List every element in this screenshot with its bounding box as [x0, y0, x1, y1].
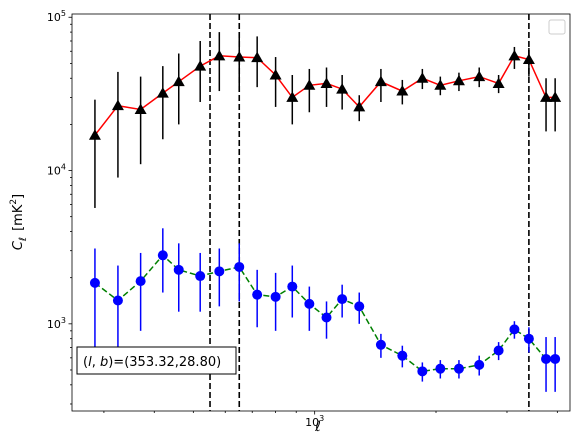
data-point	[303, 79, 316, 90]
data-point	[213, 49, 226, 61]
data-point	[156, 87, 169, 98]
data-point	[540, 91, 553, 102]
series-1	[88, 32, 562, 208]
data-point	[417, 366, 428, 377]
annotation-text: (l, b)=(353.32,28.80)	[83, 355, 221, 370]
x-axis-label: ℓ	[314, 419, 321, 435]
data-point	[337, 294, 348, 305]
plot-content	[88, 14, 562, 411]
data-point	[134, 103, 147, 115]
data-point	[509, 324, 520, 335]
annotation-box: (l, b)=(353.32,28.80)	[76, 346, 237, 375]
data-point	[474, 359, 485, 370]
data-point	[234, 261, 245, 272]
data-point	[523, 333, 534, 344]
data-point	[172, 75, 185, 87]
data-point	[396, 85, 409, 96]
data-point	[549, 91, 562, 102]
data-point	[112, 295, 123, 306]
data-point	[452, 74, 465, 86]
data-point	[89, 277, 100, 288]
data-point	[397, 350, 408, 361]
series-line	[94, 54, 556, 136]
data-point	[173, 264, 184, 275]
data-point	[493, 345, 504, 356]
data-point	[269, 69, 282, 80]
y-tick-label: 105	[47, 9, 66, 24]
data-point	[320, 77, 333, 88]
data-point	[157, 250, 168, 261]
data-point	[194, 60, 207, 71]
data-point	[270, 291, 281, 302]
data-point	[508, 49, 521, 61]
data-point	[195, 271, 206, 282]
data-point	[541, 353, 552, 364]
data-point	[453, 363, 464, 374]
data-point	[88, 129, 101, 140]
data-point	[522, 53, 535, 65]
data-point	[135, 276, 146, 287]
y-tick-label: 104	[47, 163, 66, 178]
plot-frame	[71, 13, 571, 412]
data-point	[111, 99, 124, 111]
data-point	[304, 298, 315, 309]
axes-ticks: 103 104 105 103	[47, 9, 558, 429]
data-point	[252, 289, 263, 300]
y-tick-label: 103	[47, 316, 66, 331]
data-point	[416, 72, 429, 83]
legend-box	[548, 19, 566, 35]
data-point	[321, 312, 332, 323]
data-point	[550, 353, 561, 364]
x-tick-label: 103	[305, 414, 324, 429]
series-2	[89, 228, 561, 392]
data-point	[354, 301, 365, 312]
data-point	[214, 266, 225, 277]
data-point	[287, 281, 298, 292]
data-point	[353, 100, 366, 112]
data-point	[336, 83, 349, 94]
data-point	[434, 79, 447, 90]
data-point	[375, 339, 386, 350]
y-axis-label: Cℓ[mK2]	[9, 194, 29, 250]
data-point	[492, 77, 505, 88]
data-point	[435, 363, 446, 374]
data-point	[286, 91, 299, 102]
data-point	[233, 51, 246, 62]
data-point	[473, 70, 486, 82]
data-point	[251, 51, 264, 63]
data-point	[374, 75, 387, 87]
